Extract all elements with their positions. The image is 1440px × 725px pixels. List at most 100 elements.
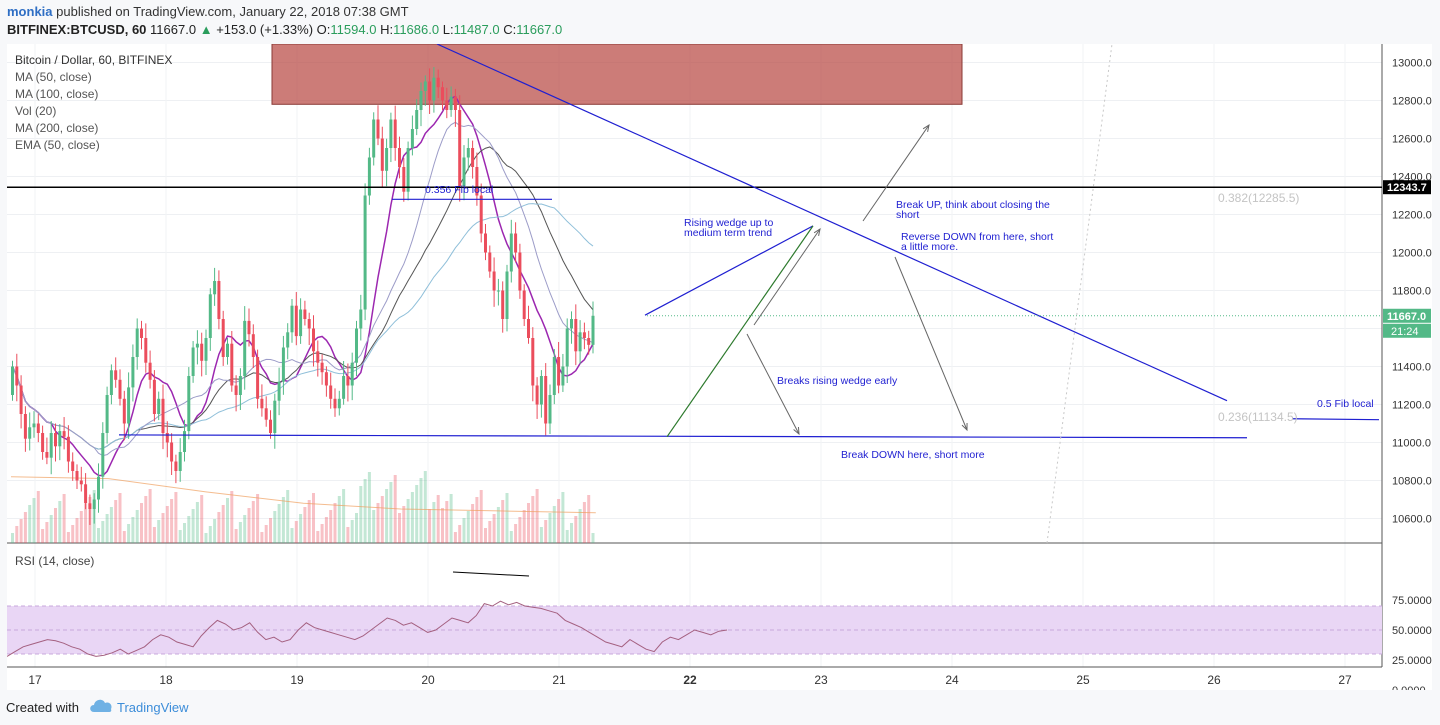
volume-bar [350, 520, 354, 543]
candle-body [79, 480, 83, 485]
fib-05-label: 0.5 Fib local [1317, 398, 1374, 410]
candle-body [445, 100, 449, 110]
volume-bar [582, 502, 586, 543]
symbol-label: BITFINEX:BTCUSD, 60 [7, 22, 147, 37]
candle-body [337, 398, 341, 409]
candle-body [45, 452, 49, 458]
volume-bar [574, 516, 578, 543]
volume-bar [58, 501, 62, 543]
candle-body [28, 427, 32, 439]
open-label: O: [316, 22, 331, 37]
candle-body [453, 96, 457, 110]
candle-body [269, 419, 272, 433]
break-up-label-line2: short [896, 209, 919, 221]
candle-body [23, 414, 27, 439]
volume-bar [445, 501, 449, 543]
volume-bar [484, 528, 487, 543]
candle-body [170, 442, 174, 462]
volume-bar [488, 521, 492, 543]
volume-bar [114, 500, 118, 543]
close-value: 11667.0 [516, 22, 563, 37]
volume-bar [561, 492, 565, 543]
volume-bar [587, 495, 591, 543]
candle-body [333, 398, 337, 409]
volume-bar [355, 513, 358, 543]
candle-body [135, 328, 139, 357]
volume-bar [157, 520, 161, 543]
candle-body [54, 433, 57, 447]
candle-body [376, 119, 380, 139]
breaks-wedge-label: Breaks rising wedge early [777, 375, 898, 387]
volume-bar [286, 490, 290, 543]
tradingview-brand[interactable]: TradingView [117, 700, 189, 715]
candle-body [49, 433, 53, 458]
volume-bar [221, 505, 225, 543]
volume-bar [15, 526, 19, 543]
tradingview-cloud-icon[interactable] [88, 696, 114, 719]
volume-bar [127, 524, 131, 543]
candle-body [251, 334, 255, 357]
candles [11, 67, 595, 525]
created-with: Created with [6, 700, 79, 715]
candle-body [363, 195, 367, 310]
arrow-head [813, 227, 821, 236]
candle-body [419, 91, 423, 110]
time-tick-label: 25 [1076, 673, 1090, 687]
reverse-label-line1: Reverse DOWN from here, short [901, 231, 1053, 243]
ma200-line [12, 203, 594, 450]
volume-bar [281, 497, 285, 543]
wedge-label-line1: Rising wedge up to [684, 217, 773, 229]
candle-body [226, 343, 229, 357]
chart-area[interactable]: RSI (14, close) 0.356 Fib local 0.5 Fib l… [6, 43, 1432, 697]
volume-bar [226, 498, 229, 543]
candle-body [359, 309, 363, 329]
volume-bar [75, 518, 79, 543]
candle-body [92, 499, 96, 509]
volume-bar [471, 504, 475, 543]
time-tick-label: 26 [1207, 673, 1221, 687]
candle-body [208, 294, 212, 338]
wedge-lower-line [666, 225, 814, 438]
volume-bar [552, 506, 556, 543]
volume-bar [423, 471, 427, 543]
candle-body [277, 381, 281, 401]
volume-bar [122, 531, 126, 543]
candle-body [58, 431, 62, 447]
volume-bar [200, 495, 204, 543]
candle-body [449, 96, 453, 110]
candle-body [539, 376, 543, 405]
candle-body [36, 423, 40, 433]
candle-body [548, 395, 552, 424]
candle-body [415, 110, 419, 129]
volume-ma-line [10, 476, 596, 514]
volume-bar [518, 517, 522, 543]
candle-body [535, 385, 539, 405]
price-tick-label: 11000.0 [1392, 438, 1431, 450]
candle-body [187, 376, 191, 432]
volume-bar [28, 505, 32, 543]
volume-bar [144, 496, 148, 543]
volume-bar [406, 499, 410, 543]
volume-bar [527, 503, 530, 543]
volume-bar [49, 515, 53, 543]
candle-body [557, 357, 561, 386]
time-tick-label: 20 [421, 673, 435, 687]
time-tick-label: 24 [945, 673, 959, 687]
candle-body [350, 362, 354, 386]
volume-bar [479, 490, 483, 543]
candle-body [97, 476, 100, 500]
candle-body [217, 281, 221, 319]
volume-bar [591, 533, 595, 543]
rsi-label: RSI (14, close) [15, 554, 94, 568]
volume-bar [183, 523, 186, 543]
candle-body [204, 338, 208, 361]
candle-body [423, 81, 427, 91]
candle-body [488, 252, 492, 272]
candle-body [221, 319, 225, 357]
high-label: H: [380, 22, 394, 37]
author-link[interactable]: monkia [7, 4, 53, 19]
candle-body [406, 148, 410, 192]
fib-0356-label: 0.356 Fib local [425, 184, 493, 196]
volume-bar [195, 502, 199, 543]
volume-bar [277, 504, 281, 543]
